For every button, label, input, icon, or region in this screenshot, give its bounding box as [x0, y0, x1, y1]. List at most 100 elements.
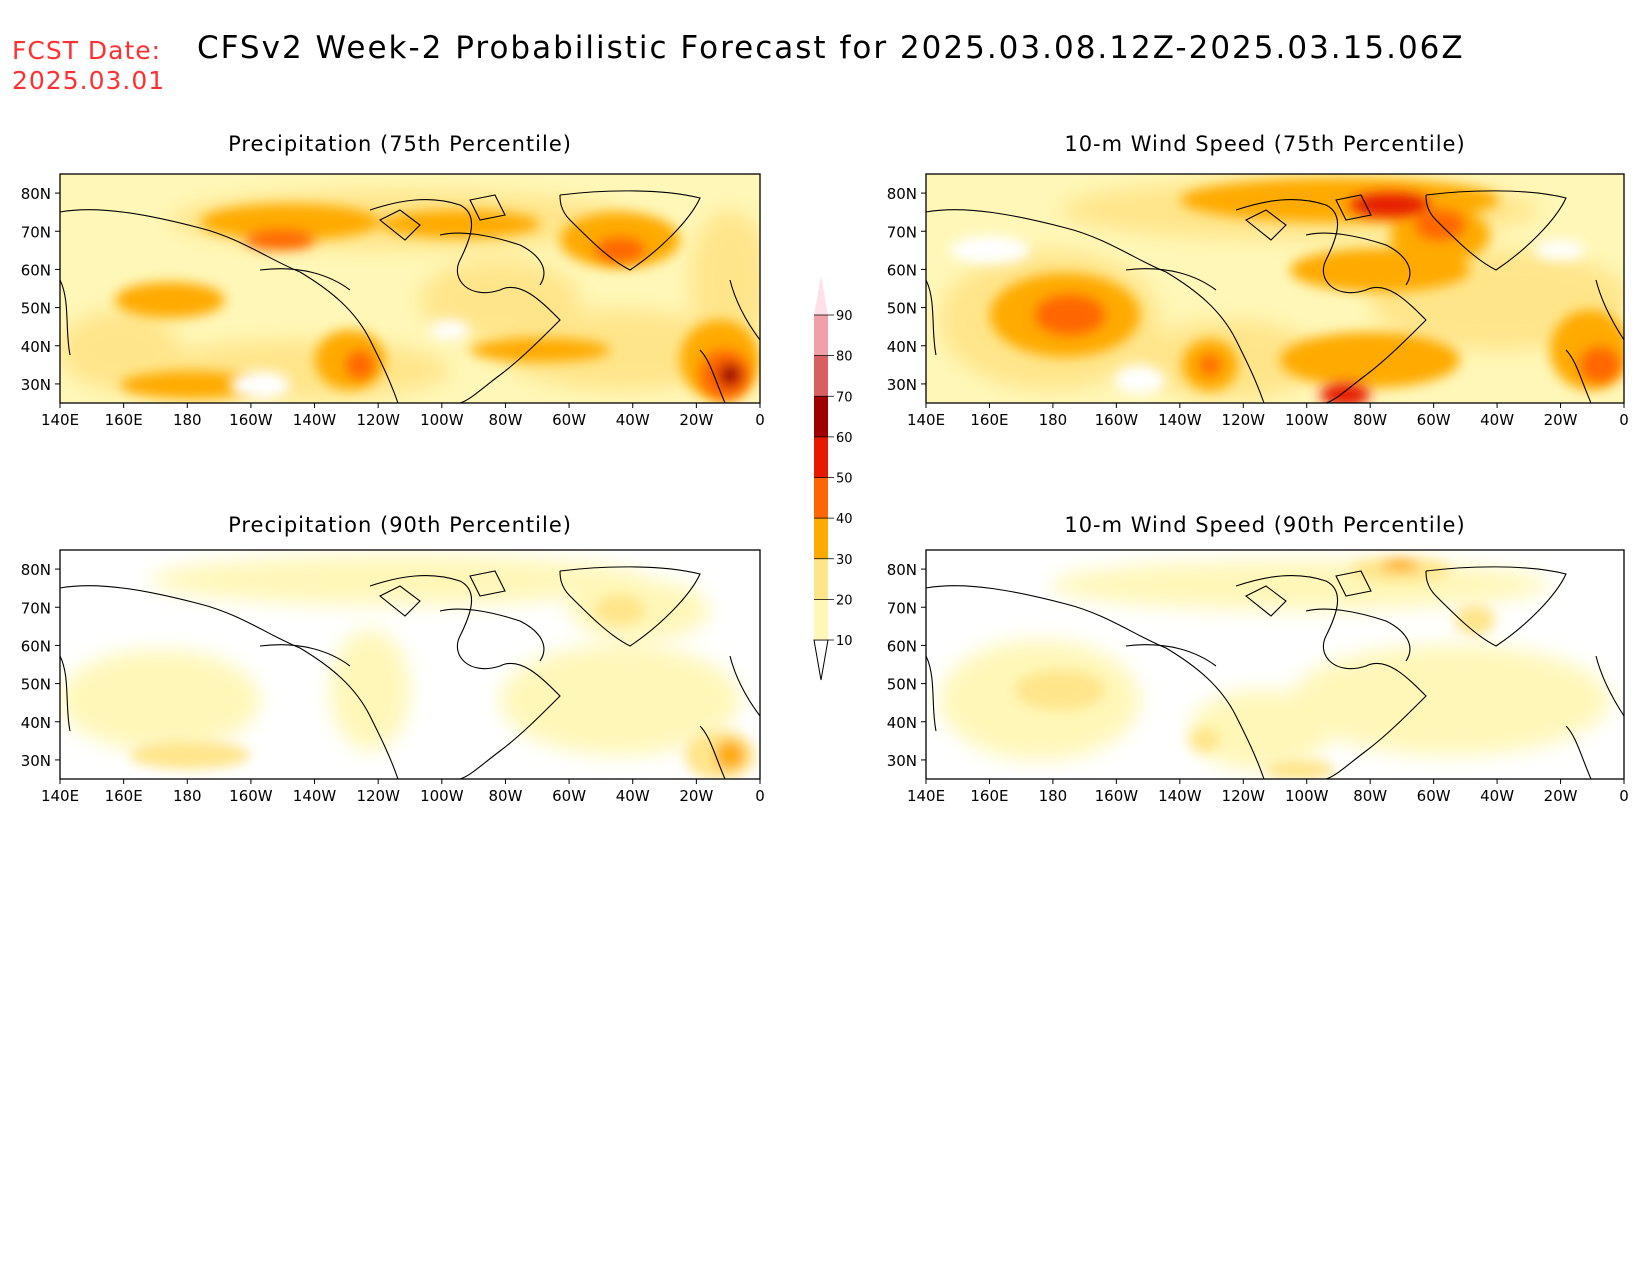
colorbar-segment [814, 436, 828, 478]
lon-tick-label-wind-90: 140W [1158, 787, 1202, 805]
lon-tick-label-wind-75: 140E [907, 411, 945, 429]
page-title: CFSv2 Week-2 Probabilistic Forecast for … [197, 30, 1465, 66]
colorbar-label: 70 [836, 390, 853, 405]
forecast-date-label: FCST Date: [12, 36, 162, 65]
lon-tick-label-precip-75: 0 [755, 411, 765, 429]
lon-tick-label-precip-75: 180 [173, 411, 202, 429]
lon-tick-label-wind-75: 120W [1222, 411, 1266, 429]
colorbar-label: 60 [836, 431, 853, 446]
lon-tick-label-precip-75: 160W [229, 411, 273, 429]
lat-tick-label-wind-90: 70N [887, 599, 917, 617]
lon-tick-label-precip-75: 80W [488, 411, 522, 429]
lat-tick-label-wind-90: 40N [887, 714, 917, 732]
forecast-date-block: FCST Date: 2025.03.01 [12, 36, 165, 96]
lon-tick-label-wind-90: 60W [1417, 787, 1451, 805]
colorbar-segment [814, 477, 828, 519]
lon-tick-label-wind-90: 140E [907, 787, 945, 805]
lon-tick-label-wind-75: 40W [1480, 411, 1514, 429]
colorbar: 10 20 30 40 50 60 70 80 90 [813, 276, 853, 681]
lon-tick-label-precip-90: 120W [356, 787, 400, 805]
lon-tick-label-precip-75: 60W [552, 411, 586, 429]
colorbar-label: 20 [836, 593, 853, 608]
lon-tick-label-precip-90: 0 [755, 787, 765, 805]
lon-tick-label-wind-90: 80W [1353, 787, 1387, 805]
lon-tick-label-precip-75: 100W [420, 411, 464, 429]
lon-tick-label-precip-75: 40W [616, 411, 650, 429]
lat-tick-label-precip-90: 30N [21, 752, 51, 770]
lon-tick-label-wind-75: 140W [1158, 411, 1202, 429]
map-panel-wind-90 [925, 549, 1625, 780]
panel-title-precip-75: Precipitation (75th Percentile) [228, 132, 572, 156]
colorbar-low-triangle [813, 639, 829, 681]
lat-tick-label-precip-90: 60N [21, 637, 51, 655]
lat-tick-label-wind-75: 60N [887, 261, 917, 279]
colorbar-label: 50 [836, 472, 853, 487]
map-panel-precip-75 [59, 173, 761, 404]
lat-tick-label-wind-90: 80N [887, 561, 917, 579]
lat-tick-label-precip-75: 80N [21, 185, 51, 203]
lon-tick-label-wind-90: 160W [1095, 787, 1139, 805]
panel-title-precip-90: Precipitation (90th Percentile) [228, 513, 572, 537]
lat-tick-label-wind-90: 30N [887, 752, 917, 770]
lon-tick-label-precip-90: 60W [552, 787, 586, 805]
lon-tick-label-precip-75: 140E [41, 411, 79, 429]
colorbar-label: 10 [836, 634, 853, 649]
lon-tick-label-wind-90: 0 [1619, 787, 1629, 805]
lon-tick-label-wind-75: 180 [1039, 411, 1068, 429]
lon-tick-label-wind-75: 20W [1544, 411, 1578, 429]
map-panel-wind-75 [925, 173, 1625, 404]
lon-tick-label-wind-75: 80W [1353, 411, 1387, 429]
lon-tick-label-precip-75: 120W [356, 411, 400, 429]
lon-tick-label-wind-75: 100W [1285, 411, 1329, 429]
lon-tick-label-wind-90: 100W [1285, 787, 1329, 805]
lon-tick-label-wind-75: 60W [1417, 411, 1451, 429]
lat-tick-label-wind-75: 40N [887, 338, 917, 356]
lat-tick-label-precip-75: 50N [21, 300, 51, 318]
colorbar-segment [814, 315, 828, 356]
lon-tick-label-wind-75: 160W [1095, 411, 1139, 429]
lat-tick-label-wind-75: 70N [887, 223, 917, 241]
lon-tick-label-precip-90: 40W [616, 787, 650, 805]
lat-tick-label-precip-90: 70N [21, 599, 51, 617]
lat-tick-label-precip-75: 60N [21, 261, 51, 279]
lon-tick-label-precip-90: 80W [488, 787, 522, 805]
lon-tick-label-precip-90: 180 [173, 787, 202, 805]
lon-tick-label-precip-90: 140W [293, 787, 337, 805]
forecast-date-value: 2025.03.01 [12, 66, 166, 95]
lon-tick-label-precip-75: 160E [105, 411, 143, 429]
lat-tick-label-precip-90: 40N [21, 714, 51, 732]
lon-tick-label-wind-90: 120W [1222, 787, 1266, 805]
lon-tick-label-wind-90: 40W [1480, 787, 1514, 805]
lat-tick-label-precip-75: 70N [21, 223, 51, 241]
lon-tick-label-precip-90: 160E [105, 787, 143, 805]
colorbar-label: 40 [836, 512, 853, 527]
colorbar-segment [814, 396, 828, 437]
colorbar-segment [814, 518, 828, 559]
lon-tick-label-precip-90: 160W [229, 787, 273, 805]
lon-tick-label-wind-90: 20W [1544, 787, 1578, 805]
lat-tick-label-precip-90: 80N [21, 561, 51, 579]
lat-tick-label-precip-75: 40N [21, 338, 51, 356]
colorbar-segment [814, 355, 828, 397]
lon-tick-label-precip-90: 20W [679, 787, 713, 805]
colorbar-high-triangle [814, 276, 828, 315]
lat-tick-label-wind-75: 80N [887, 185, 917, 203]
lon-tick-label-wind-75: 160E [970, 411, 1008, 429]
lon-tick-label-precip-90: 140E [41, 787, 79, 805]
lat-tick-label-wind-75: 50N [887, 300, 917, 318]
lat-tick-label-wind-90: 60N [887, 637, 917, 655]
lon-tick-label-wind-75: 0 [1619, 411, 1629, 429]
lon-tick-label-precip-75: 140W [293, 411, 337, 429]
colorbar-segment [814, 599, 828, 640]
lat-tick-label-wind-75: 30N [887, 376, 917, 394]
colorbar-label: 80 [836, 350, 853, 365]
lon-tick-label-precip-75: 20W [679, 411, 713, 429]
lat-tick-label-precip-75: 30N [21, 376, 51, 394]
lat-tick-label-precip-90: 50N [21, 676, 51, 694]
colorbar-label: 90 [836, 309, 853, 324]
lon-tick-label-wind-90: 180 [1039, 787, 1068, 805]
colorbar-segment [814, 558, 828, 600]
lat-tick-label-wind-90: 50N [887, 676, 917, 694]
colorbar-label: 30 [836, 553, 853, 568]
